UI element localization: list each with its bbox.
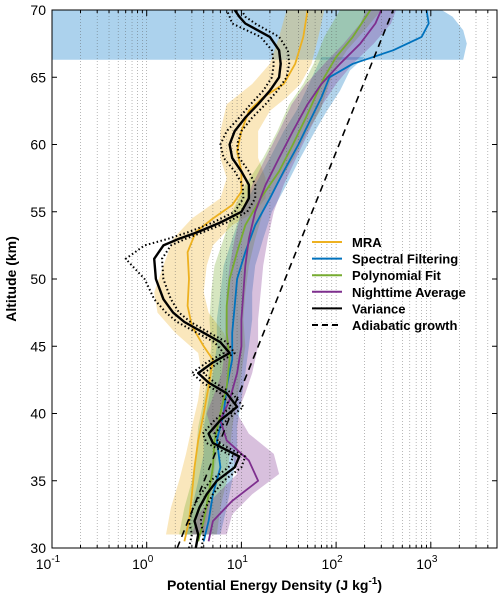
x-axis-label: Potential Energy Density (J kg-1) [167,576,382,593]
y-tick-label: 50 [30,271,46,287]
y-tick-label: 60 [30,137,46,153]
legend-label-polynomial-fit: Polynomial Fit [352,268,442,283]
x-tick-label: 102 [322,554,344,572]
y-tick-label: 40 [30,406,46,422]
legend-label-nighttime-average: Nighttime Average [352,285,466,300]
variance-upper-line [161,10,291,548]
y-tick-label: 55 [30,204,46,220]
tick-labels: 30 35 40 45 50 55 60 65 70 10-1 100 101 102 103 [30,2,437,572]
x-tick-label: 103 [416,554,438,572]
y-tick-label: 65 [30,69,46,85]
x-tick-label: 10-1 [36,554,61,572]
y-tick-label: 35 [30,473,46,489]
legend-label-mra: MRA [352,235,382,250]
adiabatic-growth-line [176,10,394,548]
nighttime-average-line [207,10,383,542]
axes [51,9,498,549]
legend-label-adiabatic-growth: Adiabatic growth [352,318,458,333]
nighttime-average-band [191,10,397,535]
y-axis-label: Altitude (km) [3,236,19,322]
y-tick-label: 70 [30,2,46,18]
spectral-filtering-band [184,57,365,535]
y-tick-label: 30 [30,540,46,556]
y-tick-label: 45 [30,338,46,354]
variance-line [153,10,282,548]
top-band [52,10,467,60]
x-tick-label: 100 [132,554,154,572]
polynomial-fit-band [179,10,382,535]
x-tick-label: 101 [227,554,249,572]
legend-label-spectral-filtering: Spectral Filtering [352,252,458,267]
legend-label-variance: Variance [352,301,406,316]
series-lines [124,10,430,548]
variance-lower-line [124,10,275,548]
